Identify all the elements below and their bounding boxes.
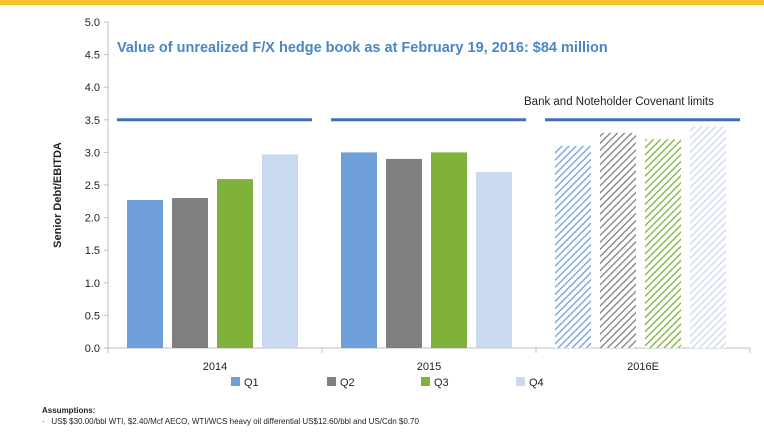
y-tick-label: 0.0 [85,343,100,355]
chart-title: Value of unrealized F/X hedge book as at… [117,40,608,56]
y-tick-label: 5.0 [85,17,100,29]
bar-Q2-2015 [386,158,422,348]
footnote-line-1: · US$ $30.00/bbl WTI, $2.40/Mcf AECO, WT… [42,417,419,426]
y-tick-label: 1.5 [85,245,100,257]
footnote-title: Assumptions: [42,406,96,415]
bar-Q4-2015 [476,171,512,348]
bar-Q3-2015 [431,152,467,348]
legend-swatch-Q3 [421,377,430,386]
legend-swatch-Q4 [516,377,525,386]
covenant-limit-label: Bank and Noteholder Covenant limits [524,96,714,108]
footnote-line-1-text: US$ $30.00/bbl WTI, $2.40/Mcf AECO, WTI/… [51,417,419,426]
axis-layer [104,21,751,353]
senior-debt-ebitda-chart: Value of unrealized F/X hedge book as at… [52,17,751,389]
y-tick-label: 0.5 [85,310,100,322]
bar-Q1-2016E [555,145,591,348]
legend-label-Q3: Q3 [434,377,449,389]
y-tick-label: 4.0 [85,82,100,94]
y-axis-title: Senior Debt/EBITDA [52,142,64,248]
bar-Q2-2016E [600,132,636,348]
y-tick-label: 3.5 [85,115,100,127]
legend-swatch-Q1 [231,377,240,386]
legend-swatch-Q2 [327,377,336,386]
y-tick-label: 2.0 [85,213,100,225]
bar-Q3-2014 [217,179,253,348]
bar-Q4-2016E [690,126,726,348]
top-accent-bar [0,0,764,5]
bar-Q4-2014 [262,154,298,348]
legend-label-Q2: Q2 [340,377,355,389]
x-tick-label: 2015 [417,361,441,373]
legend-label-Q4: Q4 [529,377,544,389]
text-layer: Value of unrealized F/X hedge book as at… [52,17,714,373]
footnote-bullet: · [42,417,52,426]
x-tick-label: 2016E [627,361,659,373]
legend: Q1 Q2 Q3 Q4 [231,377,544,389]
bar-Q1-2014 [127,199,163,348]
bars-layer [127,126,726,348]
y-tick-label: 3.0 [85,147,100,159]
bar-Q3-2016E [645,139,681,348]
bar-Q2-2014 [172,198,208,348]
y-tick-label: 2.5 [85,180,100,192]
legend-label-Q1: Q1 [244,377,259,389]
x-tick-label: 2014 [203,361,227,373]
bar-Q1-2015 [341,152,377,348]
y-tick-label: 1.0 [85,278,100,290]
y-tick-label: 4.5 [85,50,100,62]
